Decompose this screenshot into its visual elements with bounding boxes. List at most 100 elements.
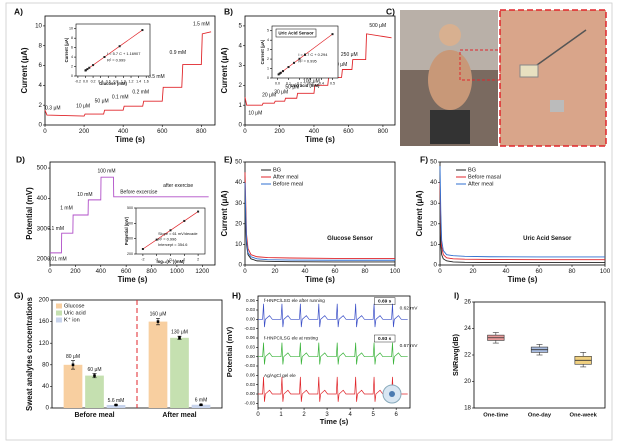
- bar: [63, 364, 83, 408]
- y-tick-label: 0: [71, 74, 73, 78]
- value-label: 5.6 mM: [108, 398, 125, 404]
- y-tick-label: 20: [464, 378, 471, 385]
- y-tick-label: 5: [267, 29, 269, 33]
- x-tick-label: 20: [272, 268, 279, 275]
- y-axis-label: Current (μA): [220, 47, 229, 93]
- x-tick-label: 600: [343, 128, 354, 135]
- x-tick-label: 40: [302, 268, 309, 275]
- mean-marker: [199, 403, 203, 407]
- annotation: after exercise: [163, 183, 193, 189]
- x-tick-label: 800: [146, 268, 157, 275]
- panel-label: B): [224, 6, 233, 16]
- y-tick-label: 2: [39, 102, 43, 109]
- x-tick-label: 0.0: [83, 79, 88, 83]
- ecg-trace: [258, 342, 408, 365]
- y-tick-label: 400: [127, 221, 133, 225]
- x-tick-label: 800: [196, 128, 207, 135]
- panel-label: E): [224, 154, 233, 164]
- x-tick-label: 0.2: [297, 81, 302, 85]
- annotation: 1 mM: [60, 205, 73, 211]
- legend-label: Uric acid: [64, 310, 86, 316]
- calibration-point: [278, 72, 281, 75]
- y-tick-label: 26: [464, 299, 471, 306]
- ecg-annotation: 0.69 s: [378, 298, 392, 304]
- y-tick-label: 80: [42, 361, 49, 368]
- y-tick-label: 0: [46, 405, 50, 412]
- mean-marker: [71, 363, 75, 367]
- calibration-point: [183, 219, 186, 222]
- panel-label: D): [16, 154, 25, 164]
- annotation: Glucose Sensor: [327, 236, 373, 242]
- annotation: 100 mM: [97, 168, 115, 174]
- value-label: 160 μM: [150, 312, 167, 318]
- x-tick-label: 2: [302, 412, 306, 418]
- x-tick-label: 6: [395, 412, 399, 418]
- photo-person: [428, 50, 472, 110]
- calibration-point: [277, 73, 280, 76]
- calibration-point: [282, 70, 284, 73]
- inset-annotation: Intercept = 354.6: [158, 242, 187, 247]
- y-tick-label: 2: [71, 64, 73, 68]
- legend-label: Before meal: [273, 181, 303, 187]
- y-tick-label: 3: [267, 48, 269, 52]
- calibration-point: [287, 66, 290, 69]
- inset-annotation: I = 5.7 C + 1.16907: [107, 51, 140, 56]
- y-tick-label: 50: [235, 159, 242, 166]
- x-axis-label: Uric acid (mM): [291, 83, 320, 88]
- panel-label: I): [454, 290, 459, 300]
- x-tick-label: One-time: [483, 413, 509, 419]
- x-tick-label: 0.1: [286, 81, 291, 85]
- y-tick-label: 0.06: [246, 335, 255, 340]
- mean-marker: [178, 336, 181, 340]
- y-tick-label: -0.03: [245, 401, 256, 406]
- y-tick-label: 3: [239, 62, 243, 69]
- x-tick-label: 200: [70, 268, 81, 275]
- calibration-point: [155, 238, 158, 241]
- x-tick-label: 0.0: [275, 81, 280, 85]
- annotation: 30 μM: [274, 90, 288, 96]
- x-tick-label: 40: [503, 268, 510, 275]
- photo-patch: [550, 100, 564, 112]
- y-tick-label: 10: [430, 241, 437, 248]
- x-tick-label: 1: [183, 257, 185, 261]
- y-tick-label: 0.03: [246, 382, 255, 387]
- y-tick-label: 400: [37, 195, 48, 202]
- data-line: [439, 223, 605, 263]
- annotation: 0.3 μM: [45, 105, 60, 111]
- x-tick-label: 100: [390, 268, 401, 275]
- legend-label: After meal: [468, 181, 494, 187]
- calibration-point: [197, 210, 200, 213]
- x-tick-label: Before meal: [74, 412, 114, 419]
- inset-annotation: I = 8.7 C + 0.294: [298, 52, 328, 57]
- legend-label: K⁺ ion: [64, 316, 80, 323]
- x-tick-label: 0.4: [319, 81, 324, 85]
- series-label: f-HNPC/LSG ele after running: [264, 298, 325, 303]
- inset-annotation: R² = 0.995: [298, 58, 316, 63]
- x-tick-label: 0: [48, 268, 52, 275]
- x-tick-label: 60: [332, 268, 339, 275]
- panel-label: G): [14, 290, 24, 300]
- ecg-trace: [258, 303, 408, 328]
- x-axis-label: Time (s): [115, 135, 145, 144]
- x-tick-label: 0.6: [106, 79, 111, 83]
- x-tick-label: 0.5: [330, 81, 335, 85]
- calibration-point: [331, 33, 334, 36]
- x-tick-label: 0: [243, 128, 247, 135]
- legend-label: Before masal: [468, 174, 501, 180]
- legend-label: BG: [468, 167, 476, 173]
- y-axis-label: Current (μA): [20, 47, 29, 93]
- legend-label: BG: [273, 167, 281, 173]
- y-tick-label: 40: [42, 383, 49, 390]
- y-tick-label: 200: [127, 252, 133, 256]
- ecg-annotation: 0.62 mV: [400, 306, 419, 312]
- y-tick-label: 6: [71, 46, 73, 50]
- bar: [85, 375, 104, 408]
- x-tick-label: 5: [371, 412, 375, 418]
- photo-wire: [529, 29, 587, 71]
- y-axis-label: SNRavg(dB): [451, 333, 460, 376]
- plot-frame: [44, 15, 216, 126]
- y-tick-label: 0.03: [246, 307, 255, 312]
- x-tick-label: 0.4: [98, 79, 103, 83]
- calibration-point: [118, 45, 121, 48]
